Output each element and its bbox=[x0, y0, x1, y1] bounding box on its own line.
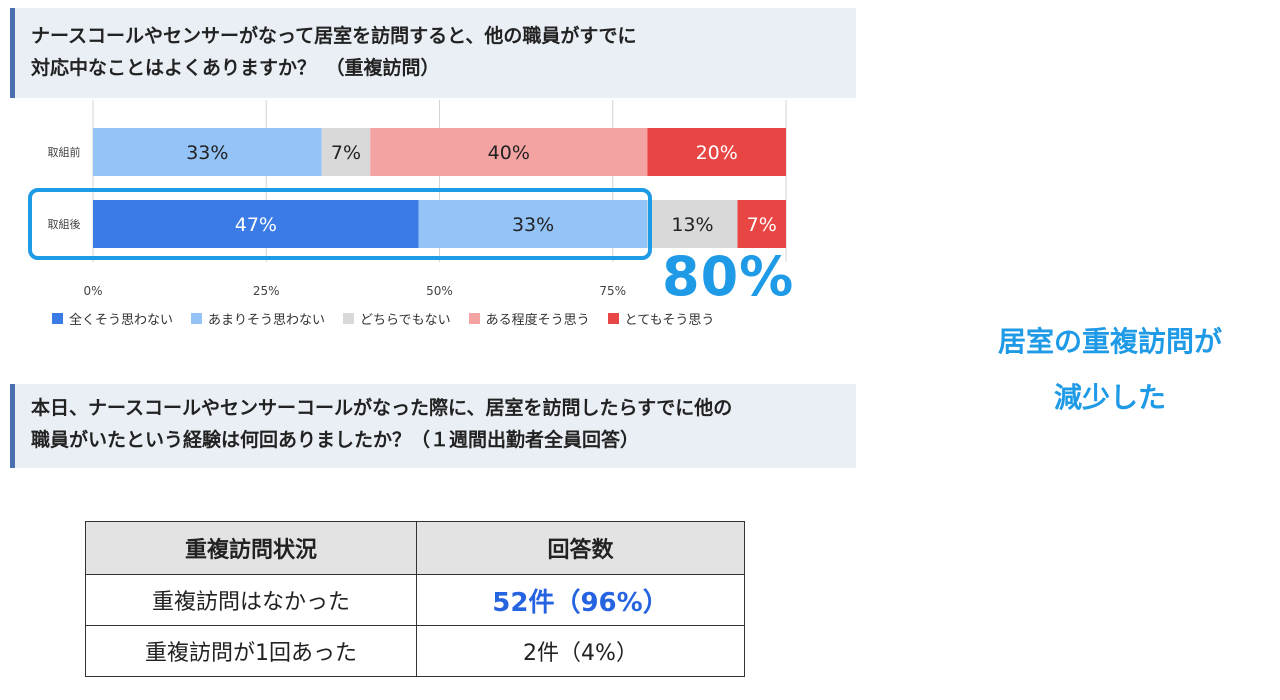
table-header-count: 回答数 bbox=[416, 521, 745, 575]
data-label: 7% bbox=[331, 142, 361, 164]
bar-segment bbox=[737, 200, 786, 248]
question-1-line-2: 対応中なことはよくありますか？ （重複訪問） bbox=[31, 57, 440, 79]
legend-swatch bbox=[191, 313, 203, 324]
bar-segment bbox=[93, 128, 322, 176]
question-2-line-1: 本日、ナースコールやセンサーコールがなった際に、居室を訪問したらすでに他の bbox=[31, 397, 733, 419]
table-header-row: 重複訪問状況 回答数 bbox=[85, 521, 745, 575]
legend-swatch bbox=[52, 313, 63, 324]
question-1-box: ナースコールやセンサーがなって居室を訪問すると、他の職員がすでに 対応中なことは… bbox=[10, 8, 856, 98]
bar-segment bbox=[370, 128, 648, 176]
question-1-line-1: ナースコールやセンサーがなって居室を訪問すると、他の職員がすでに bbox=[31, 25, 637, 47]
conclusion-line-1: 居室の重複訪問が bbox=[997, 325, 1222, 358]
question-2-line-2: 職員がいたという経験は何回ありましたか？（１週間出勤者全員回答） bbox=[31, 429, 640, 451]
question-2-box: 本日、ナースコールやセンサーコールがなった際に、居室を訪問したらすでに他の 職員… bbox=[10, 384, 856, 468]
data-label: 33% bbox=[512, 214, 554, 236]
legend-item: 全くそう思わない bbox=[52, 309, 173, 328]
x-tick-label: 25% bbox=[253, 284, 280, 298]
table-cell-count: 2件（4%） bbox=[416, 625, 745, 677]
chart-legend: 全くそう思わない あまりそう思わない どちらでもない ある程度そう思う とてもそう思う bbox=[52, 309, 714, 328]
table-cell-status: 重複訪問はなかった bbox=[85, 574, 417, 626]
bar-segment bbox=[321, 128, 371, 176]
legend-swatch bbox=[343, 313, 355, 324]
table-cell-count: 52件（96%） bbox=[416, 574, 745, 626]
legend-swatch bbox=[468, 313, 480, 324]
legend-item: どちらでもない bbox=[343, 309, 451, 328]
data-label: 47% bbox=[235, 214, 277, 236]
category-label: 取組後 bbox=[48, 217, 81, 231]
bar-segment bbox=[93, 200, 419, 248]
legend-item: とてもそう思う bbox=[607, 309, 715, 328]
conclusion-text: 居室の重複訪問が 減少した bbox=[940, 314, 1280, 426]
x-tick-label: 50% bbox=[426, 284, 453, 298]
highlight-box bbox=[28, 188, 652, 260]
legend-swatch bbox=[607, 313, 619, 324]
bar-segment bbox=[647, 128, 786, 176]
table-cell-status: 重複訪問が1回あった bbox=[85, 625, 417, 677]
category-label: 取組前 bbox=[48, 145, 81, 159]
data-label: 7% bbox=[747, 214, 777, 236]
legend-label: どちらでもない bbox=[360, 313, 451, 328]
legend-label: 全くそう思わない bbox=[69, 313, 174, 328]
data-label: 40% bbox=[488, 142, 530, 164]
highlight-value: 80% bbox=[662, 245, 795, 308]
bar-segment bbox=[647, 200, 738, 248]
data-label: 13% bbox=[671, 214, 713, 236]
result-table: 重複訪問状況 回答数 重複訪問はなかった 52件（96%） 重複訪問が1回あった… bbox=[85, 521, 745, 677]
x-tick-label: 0% bbox=[83, 284, 102, 298]
data-label: 20% bbox=[696, 142, 738, 164]
legend-item: ある程度そう思う bbox=[468, 309, 590, 328]
legend-item: あまりそう思わない bbox=[191, 309, 325, 328]
legend-label: とてもそう思う bbox=[624, 313, 715, 328]
legend-label: あまりそう思わない bbox=[208, 313, 326, 328]
legend-label: ある程度そう思う bbox=[485, 313, 590, 328]
table-header-status: 重複訪問状況 bbox=[85, 521, 417, 575]
table-row: 重複訪問はなかった 52件（96%） bbox=[85, 574, 745, 626]
bar-segment bbox=[418, 200, 648, 248]
x-tick-label: 75% bbox=[599, 284, 626, 298]
table-row: 重複訪問が1回あった 2件（4%） bbox=[85, 625, 745, 677]
stacked-bar-chart: 取組前 33% 7% 40% 20% 取組後 47% 33% 13% 7% 0% 25% 50% 75% bbox=[48, 100, 787, 298]
conclusion-line-2: 減少した bbox=[1053, 381, 1166, 414]
data-label: 33% bbox=[186, 142, 228, 164]
